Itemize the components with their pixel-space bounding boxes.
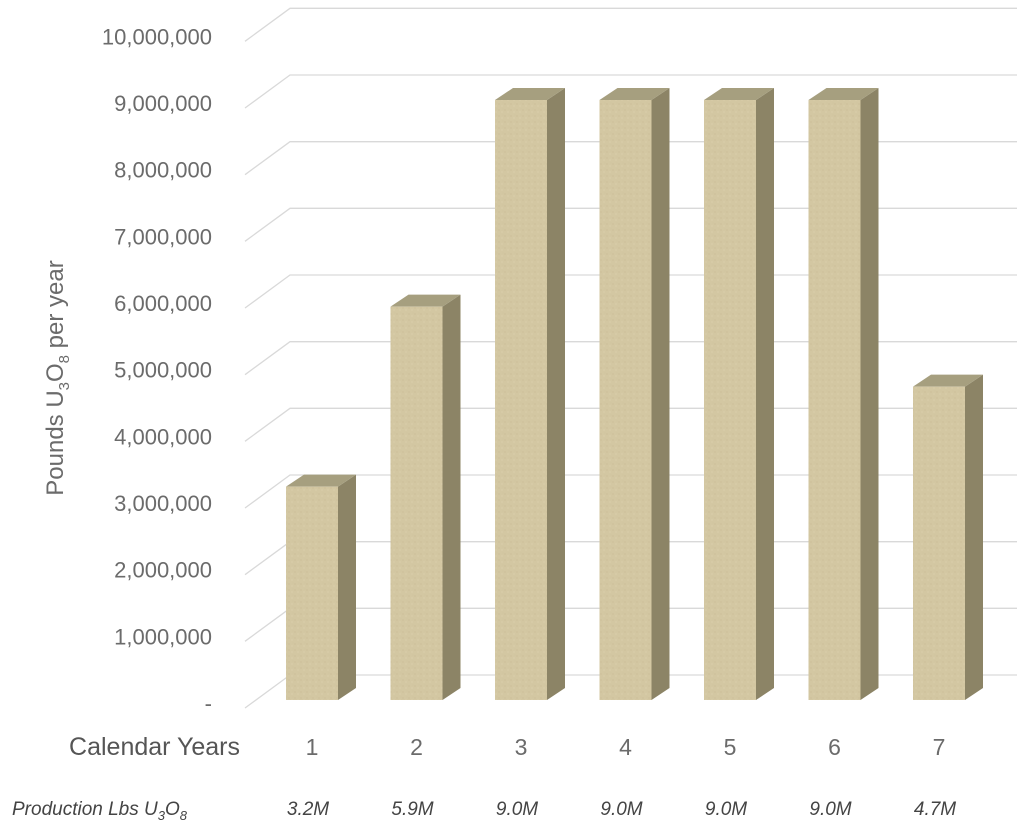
bar-side — [756, 88, 774, 700]
x-tick-label: 5 — [724, 734, 737, 760]
x-axis-title: Calendar Years — [69, 733, 240, 761]
bar-side — [860, 88, 879, 700]
y-tick-label: 9,000,000 — [114, 91, 212, 116]
bar-front — [808, 100, 861, 700]
gridline — [244, 207, 1017, 242]
bars — [286, 88, 983, 700]
gridlines — [244, 7, 1017, 709]
y-tick-label: - — [205, 691, 212, 716]
bar-top — [913, 374, 983, 387]
y-tick-labels: - 1,000,000 2,000,000 3,000,000 4,000,000 5,0… — [102, 24, 212, 716]
x-tick-label: 3 — [515, 734, 528, 760]
production-value: 3.2M — [287, 799, 329, 820]
bar-front — [390, 306, 443, 700]
production-value: 4.7M — [914, 799, 956, 820]
gridline — [244, 141, 1017, 176]
x-tick-label: 2 — [410, 734, 423, 760]
y-tick-label: 8,000,000 — [114, 158, 212, 183]
gridline — [244, 474, 1017, 509]
bar — [599, 88, 670, 700]
y-tick-label: 7,000,000 — [114, 224, 212, 249]
production-value: 9.0M — [809, 799, 851, 820]
bar-front — [704, 100, 756, 700]
x-tick-label: 6 — [828, 734, 841, 760]
production-value: 9.0M — [496, 799, 538, 820]
y-tick-label: 3,000,000 — [114, 491, 212, 516]
gridline — [244, 7, 1017, 42]
bar-side — [442, 294, 461, 700]
y-tick-label: 5,000,000 — [114, 358, 212, 383]
bar-top — [704, 88, 774, 100]
bar-front — [286, 486, 338, 700]
bar — [913, 374, 983, 700]
bar-top — [808, 88, 879, 100]
gridline — [244, 341, 1017, 376]
gridline — [244, 407, 1017, 442]
bar — [390, 294, 461, 700]
gridline — [244, 274, 1017, 309]
x-tick-label: 7 — [933, 734, 946, 760]
production-value: 5.9M — [391, 799, 433, 820]
y-tick-label: 2,000,000 — [114, 558, 212, 583]
bar-top — [286, 474, 356, 487]
bar-front — [495, 100, 547, 700]
gridline — [244, 74, 1017, 109]
y-tick-label: 1,000,000 — [114, 624, 212, 649]
bar — [808, 88, 879, 700]
bar-top — [390, 294, 461, 307]
y-tick-label: 10,000,000 — [102, 24, 212, 49]
production-value: 9.0M — [600, 799, 642, 820]
y-tick-label: 4,000,000 — [114, 424, 212, 449]
bar-side — [651, 88, 670, 700]
bar-front — [599, 100, 652, 700]
bar-top — [599, 88, 670, 100]
bar-front — [913, 386, 965, 700]
production-row-label: Production Lbs U3O8 — [12, 799, 188, 823]
bar — [286, 474, 356, 700]
bar-side — [338, 474, 356, 700]
bar-side — [965, 374, 983, 700]
x-tick-label: 1 — [306, 734, 319, 760]
bar — [704, 88, 774, 700]
production-row-values: 3.2M 5.9M 9.0M 9.0M 9.0M 9.0M 4.7M — [287, 799, 956, 820]
y-axis-title: Pounds U3O8 per year — [42, 260, 73, 495]
x-tick-label: 4 — [619, 734, 632, 760]
bar — [495, 88, 565, 700]
y-tick-label: 6,000,000 — [114, 291, 212, 316]
x-tick-labels: 1 2 3 4 5 6 7 — [306, 734, 946, 760]
bar-top — [495, 88, 565, 100]
production-value: 9.0M — [705, 799, 747, 820]
bar-side — [547, 88, 565, 700]
